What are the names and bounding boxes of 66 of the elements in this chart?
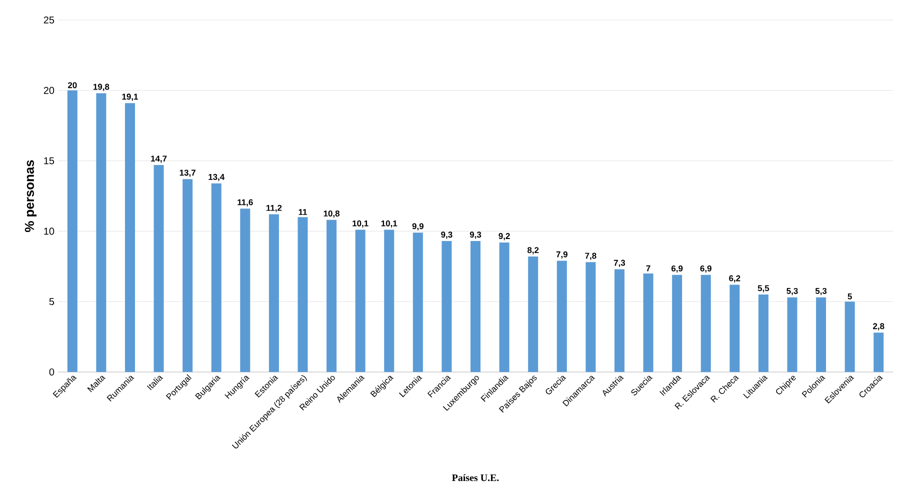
data-label: 7,3 — [614, 260, 626, 268]
data-label: 7,9 — [556, 251, 568, 259]
bar — [240, 208, 250, 372]
data-label: 19,8 — [93, 84, 110, 92]
data-label: 11 — [298, 209, 307, 215]
data-label: 11,6 — [238, 199, 253, 206]
data-label: 9,3 — [441, 232, 452, 239]
data-label: 13,7 — [180, 170, 196, 177]
y-tick-label: 10 — [44, 228, 54, 235]
bar — [268, 214, 279, 372]
data-label: 10,1 — [352, 220, 368, 228]
bar — [412, 232, 423, 372]
bar — [384, 230, 394, 372]
data-label: 10,1 — [381, 220, 398, 228]
bar — [758, 294, 768, 372]
data-label: 5,3 — [815, 288, 827, 296]
data-label: 7,8 — [585, 252, 596, 260]
bar — [844, 302, 855, 372]
data-label: 13,4 — [208, 174, 225, 182]
data-label: 19,1 — [122, 94, 138, 101]
data-label: 11,2 — [266, 204, 282, 212]
bar — [182, 179, 193, 372]
data-label: 7 — [646, 265, 650, 272]
data-label: 6,9 — [700, 265, 712, 273]
bar — [442, 241, 452, 372]
data-label: 5,3 — [786, 288, 798, 296]
bar — [672, 274, 682, 372]
data-label: 5 — [848, 293, 852, 300]
bar — [787, 297, 798, 372]
data-label: 9,9 — [412, 223, 424, 230]
bar — [124, 103, 135, 372]
bar — [499, 242, 510, 372]
y-tick-label: 0 — [49, 368, 54, 376]
bar — [528, 256, 538, 372]
y-tick-label: 25 — [44, 16, 54, 24]
bar — [67, 90, 78, 372]
data-label: 6,2 — [729, 275, 740, 283]
bar — [470, 241, 481, 372]
bar — [614, 269, 624, 372]
bar — [700, 274, 711, 372]
bar — [298, 217, 308, 372]
bar — [874, 332, 884, 372]
data-label: 9,3 — [470, 232, 482, 239]
y-tick-label: 15 — [44, 157, 54, 164]
x-axis-title: Países U.E. — [452, 474, 499, 482]
bar — [643, 273, 654, 372]
bar — [816, 297, 826, 372]
y-tick-label: 5 — [49, 298, 54, 306]
y-axis-title: % personas — [24, 160, 37, 232]
bar — [154, 165, 164, 372]
bar — [586, 262, 596, 372]
bar — [211, 183, 222, 372]
data-label: 5,5 — [758, 285, 770, 292]
data-label: 9,2 — [498, 233, 510, 240]
y-tick-label: 20 — [44, 86, 54, 94]
bar — [326, 220, 337, 372]
bar — [96, 93, 106, 372]
bar — [556, 260, 567, 372]
bar — [730, 284, 740, 372]
data-label: 20 — [68, 82, 77, 88]
data-label: 2,8 — [873, 323, 884, 330]
data-label: 10,8 — [324, 210, 340, 218]
bar — [355, 230, 366, 372]
data-label: 14,7 — [151, 156, 167, 163]
data-label: 8,2 — [527, 247, 539, 254]
data-label: 6,9 — [671, 265, 683, 273]
